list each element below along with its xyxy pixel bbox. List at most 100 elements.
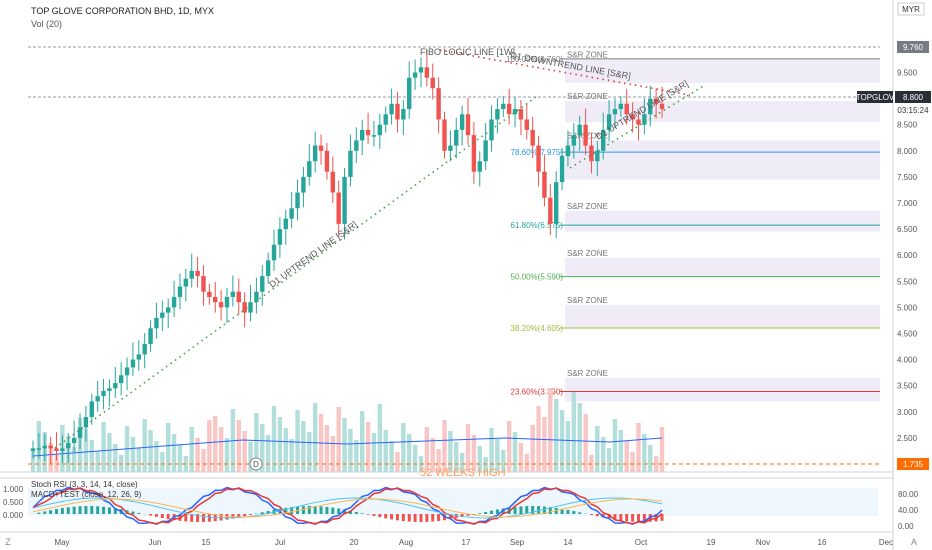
candle-body[interactable] (183, 278, 189, 287)
candles[interactable] (30, 50, 665, 464)
candle-body[interactable] (377, 124, 383, 136)
candle-body[interactable] (107, 388, 112, 391)
candle-body[interactable] (436, 88, 441, 120)
candle-body[interactable] (407, 77, 412, 110)
candle-body[interactable] (224, 296, 230, 308)
candle-body[interactable] (148, 328, 153, 344)
candle-body[interactable] (553, 182, 559, 224)
candle-body[interactable] (312, 145, 318, 162)
candle-body[interactable] (142, 343, 147, 355)
candle-body[interactable] (571, 135, 577, 146)
candle-body[interactable] (442, 119, 447, 151)
candle-body[interactable] (518, 109, 524, 120)
candle-body[interactable] (618, 103, 624, 110)
candle-body[interactable] (277, 229, 283, 245)
candle-body[interactable] (301, 176, 306, 193)
candle-body[interactable] (430, 77, 435, 89)
candle-body[interactable] (213, 296, 218, 303)
candle-body[interactable] (42, 445, 47, 449)
candle-body[interactable] (177, 286, 183, 297)
candle-body[interactable] (359, 129, 365, 141)
candle-body[interactable] (289, 208, 294, 219)
candle-body[interactable] (383, 114, 388, 125)
candle-body[interactable] (171, 296, 177, 308)
candle-body[interactable] (195, 270, 200, 277)
candle-body[interactable] (401, 109, 406, 120)
candle-body[interactable] (389, 103, 394, 115)
candle-body[interactable] (365, 129, 371, 136)
candle-body[interactable] (624, 103, 629, 115)
candle-body[interactable] (77, 427, 83, 438)
candle-body[interactable] (418, 67, 424, 73)
candle-body[interactable] (565, 145, 571, 157)
candle-body[interactable] (271, 244, 277, 261)
candle-body[interactable] (465, 114, 471, 136)
candle-body[interactable] (254, 291, 259, 303)
candle-body[interactable] (260, 276, 265, 292)
candle-body[interactable] (330, 171, 336, 193)
candle-body[interactable] (101, 390, 106, 397)
candle-body[interactable] (601, 129, 606, 151)
candle-body[interactable] (653, 98, 659, 104)
candle-body[interactable] (636, 119, 641, 125)
candle-body[interactable] (160, 312, 165, 318)
candle-body[interactable] (318, 145, 324, 151)
candle-body[interactable] (265, 260, 271, 277)
candle-body[interactable] (201, 276, 206, 292)
candle-body[interactable] (459, 114, 465, 130)
candle-body[interactable] (307, 161, 312, 177)
candle-body[interactable] (324, 150, 330, 172)
candle-body[interactable] (630, 114, 635, 120)
candle-body[interactable] (48, 445, 53, 449)
candle-body[interactable] (54, 448, 59, 451)
candle-body[interactable] (242, 302, 247, 313)
candle-body[interactable] (95, 396, 100, 402)
dividend-marker[interactable] (249, 457, 263, 471)
candle-body[interactable] (448, 145, 453, 151)
candle-body[interactable] (612, 109, 618, 115)
candle-body[interactable] (248, 302, 253, 313)
candle-body[interactable] (595, 150, 600, 162)
candle-body[interactable] (118, 375, 124, 384)
candle-body[interactable] (124, 367, 130, 376)
candle-body[interactable] (530, 129, 535, 146)
candle-body[interactable] (166, 307, 171, 313)
candle-body[interactable] (336, 192, 341, 224)
candle-body[interactable] (583, 124, 588, 146)
candle-body[interactable] (189, 270, 194, 279)
candle-body[interactable] (524, 119, 529, 130)
candle-body[interactable] (512, 109, 518, 115)
candle-body[interactable] (548, 197, 553, 224)
candle-body[interactable] (36, 448, 42, 450)
candle-body[interactable] (471, 135, 477, 172)
candle-body[interactable] (342, 176, 347, 224)
candle-body[interactable] (130, 359, 136, 368)
candle-body[interactable] (66, 443, 71, 449)
candle-body[interactable] (283, 218, 288, 230)
candle-body[interactable] (113, 383, 118, 389)
currency-badge[interactable] (897, 2, 925, 16)
candle-body[interactable] (412, 72, 418, 78)
candle-body[interactable] (606, 114, 612, 130)
candle-body[interactable] (83, 417, 89, 428)
candle-body[interactable] (154, 317, 159, 329)
candle-body[interactable] (506, 103, 512, 115)
candle-body[interactable] (395, 103, 400, 120)
candle-body[interactable] (483, 140, 488, 162)
candle-body[interactable] (501, 103, 506, 110)
candle-body[interactable] (559, 156, 565, 183)
candle-body[interactable] (136, 354, 142, 360)
candle-body[interactable] (60, 448, 65, 451)
candle-body[interactable] (424, 67, 430, 78)
candle-body[interactable] (30, 448, 36, 451)
candle-body[interactable] (536, 145, 541, 172)
auto-scale-button[interactable]: A (910, 537, 917, 547)
candle-body[interactable] (207, 291, 212, 297)
candle-body[interactable] (348, 150, 353, 177)
candle-body[interactable] (354, 140, 359, 151)
zoom-button[interactable]: Z (5, 537, 11, 547)
candle-body[interactable] (648, 98, 653, 115)
candle-body[interactable] (454, 129, 459, 146)
candle-body[interactable] (230, 291, 236, 297)
